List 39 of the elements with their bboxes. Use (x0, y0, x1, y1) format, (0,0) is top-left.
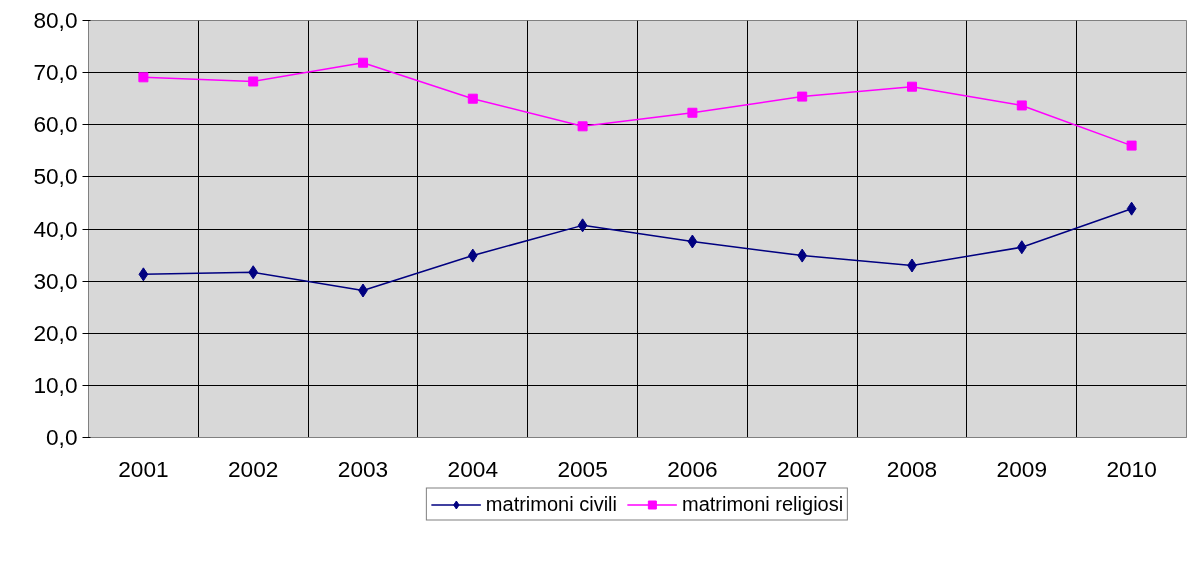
x-tick-label: 2006 (667, 455, 718, 482)
y-tick-label: 40,0 (33, 215, 78, 242)
y-tick-label: 30,0 (33, 267, 78, 294)
point (467, 93, 478, 104)
x-tick-label: 2005 (557, 455, 608, 482)
point (687, 107, 698, 118)
point (248, 76, 259, 87)
x-tick-label: 2004 (447, 455, 499, 482)
x-tick-label: 2008 (886, 455, 938, 482)
y-tick-label: 0,0 (46, 424, 78, 450)
x-tick-label: 2009 (996, 455, 1048, 482)
y-tick-label: 20,0 (33, 319, 78, 346)
point (797, 91, 808, 102)
y-tick-label: 10,0 (33, 371, 78, 398)
point (1016, 240, 1027, 255)
point (907, 81, 917, 92)
y-tick-label: 50,0 (33, 163, 78, 190)
point (138, 267, 149, 282)
y-tick-label: 70,0 (33, 59, 78, 86)
y-tick-label: 80,0 (33, 7, 78, 33)
x-tick-label: 2007 (777, 455, 828, 482)
point (797, 248, 808, 263)
y-tick-label: 60,0 (33, 111, 78, 138)
x-tick-label: 2002 (228, 455, 279, 482)
legend-label: matrimoni religiosi (681, 492, 844, 516)
x-tick-label: 2010 (1106, 455, 1157, 482)
x-tick-label: 2003 (337, 455, 389, 482)
legend-label: matrimoni civili (485, 492, 617, 516)
point (358, 57, 368, 68)
point (577, 218, 588, 233)
point (1016, 100, 1027, 111)
point (138, 72, 149, 83)
point (687, 234, 698, 249)
point (577, 121, 588, 132)
point (1126, 201, 1137, 216)
x-tick-label: 2001 (118, 455, 169, 482)
point (248, 265, 259, 280)
point (467, 248, 478, 263)
point (1126, 140, 1137, 151)
